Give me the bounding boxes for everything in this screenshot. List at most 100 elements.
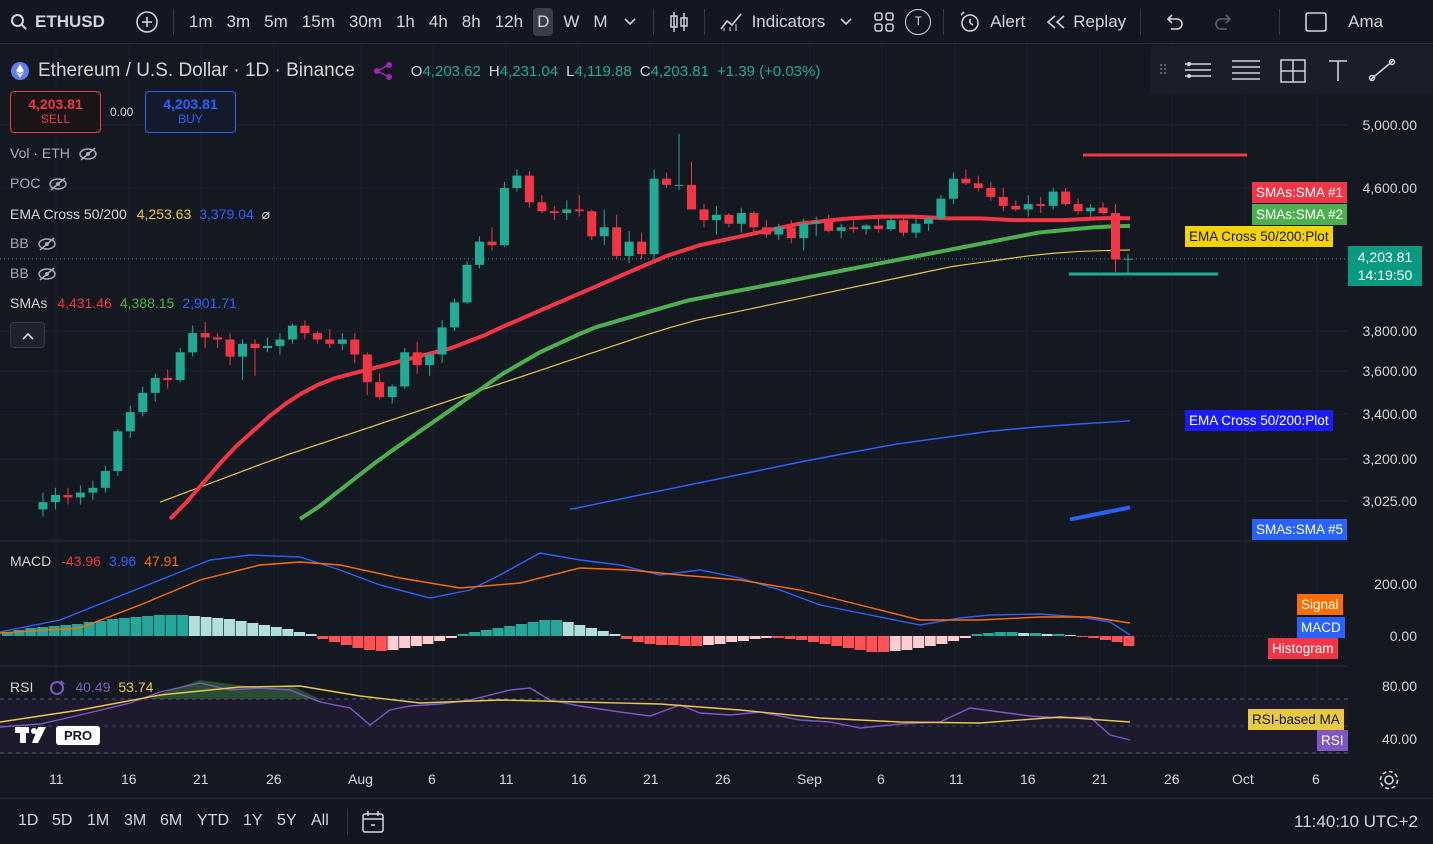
- range-5Y[interactable]: 5Y: [277, 812, 297, 829]
- price-label: 3,200.00: [1362, 451, 1418, 467]
- legend-poc[interactable]: POC: [10, 175, 68, 192]
- timeframe-8h[interactable]: 8h: [461, 11, 481, 31]
- rsi-pane: [0, 680, 1348, 754]
- range-3M[interactable]: 3M: [124, 812, 147, 829]
- timeframe-W[interactable]: W: [563, 11, 580, 31]
- templates-button[interactable]: T: [901, 0, 935, 44]
- rsi-line: [0, 682, 1131, 741]
- candle-body: [1011, 205, 1021, 210]
- candle-body: [637, 241, 647, 255]
- brush-tool-icon[interactable]: [1365, 56, 1399, 84]
- share-icon[interactable]: [373, 61, 395, 81]
- range-5D[interactable]: 5D: [52, 812, 73, 829]
- text-tool-icon[interactable]: [1325, 56, 1351, 84]
- macd-histogram-bar: [480, 630, 492, 636]
- time-label: 16: [1020, 771, 1036, 787]
- macd-histogram-bar: [1123, 636, 1135, 646]
- timeframe-12h[interactable]: 12h: [494, 11, 524, 31]
- range-1D[interactable]: 1D: [18, 812, 39, 829]
- candle-body: [861, 225, 871, 230]
- candle-body: [1061, 191, 1071, 205]
- macd-histogram-bar: [1006, 632, 1018, 636]
- range-6M[interactable]: 6M: [160, 812, 183, 829]
- user-menu-label[interactable]: Ama: [1348, 11, 1384, 31]
- sell-price: 4,203.81: [28, 96, 83, 112]
- timeframe-5m[interactable]: 5m: [264, 11, 288, 31]
- timeframe-3m[interactable]: 3m: [226, 11, 251, 31]
- legend-bb1[interactable]: BB: [10, 235, 57, 252]
- rsi-axis-label: 80.00: [1381, 678, 1417, 694]
- redo-icon[interactable]: [1213, 13, 1235, 31]
- trend-lines-icon[interactable]: [1181, 56, 1215, 84]
- chart-canvas[interactable]: [0, 44, 1348, 797]
- timeframe-1h[interactable]: 1h: [395, 11, 415, 31]
- macd-histogram-bar: [539, 620, 551, 636]
- settings-gear-icon[interactable]: [1378, 769, 1400, 791]
- sell-button[interactable]: 4,203.81 SELL: [10, 91, 101, 133]
- time-label: 11: [49, 771, 64, 787]
- range-1M[interactable]: 1M: [87, 812, 110, 829]
- macd-histogram-bar: [1099, 636, 1111, 640]
- rsi-ma-line: [0, 685, 1131, 724]
- alert-button[interactable]: Alert: [952, 0, 1031, 44]
- legend-macd[interactable]: MACD -43.96 3.96 47.91: [10, 553, 179, 569]
- timeframe-15m[interactable]: 15m: [301, 11, 335, 31]
- timeframe-M[interactable]: M: [593, 11, 608, 31]
- legend-ema-cross[interactable]: EMA Cross 50/200 4,253.63 3,379.04 ⌀: [10, 206, 270, 223]
- tag-sma1: SMAs:SMA #1: [1252, 182, 1348, 203]
- eye-hidden-icon[interactable]: [37, 236, 57, 252]
- chart-type-button[interactable]: [662, 0, 696, 44]
- candle-body: [512, 175, 522, 188]
- legend-rsi[interactable]: RSI 40.49 53.74: [10, 679, 153, 697]
- macd-histogram-bar: [702, 636, 714, 645]
- calendar-goto-icon[interactable]: [361, 810, 387, 834]
- replay-button[interactable]: Replay: [1039, 0, 1132, 44]
- candle-body: [824, 221, 834, 231]
- pattern-tool-icon[interactable]: [1277, 56, 1311, 84]
- legend-smas[interactable]: SMAs 4,431.46 4,388.15 2,901.71: [10, 295, 237, 311]
- undo-icon[interactable]: [1163, 13, 1185, 31]
- timeframe-1m[interactable]: 1m: [188, 11, 213, 31]
- macd-histogram-bar: [142, 616, 154, 636]
- fib-retracement-icon[interactable]: [1229, 56, 1263, 84]
- candle-body: [936, 198, 946, 219]
- indicators-button[interactable]: Indicators: [713, 0, 832, 44]
- legend-volume[interactable]: Vol · ETH: [10, 145, 98, 162]
- candle-body: [412, 352, 422, 366]
- fullscreen-icon[interactable]: [1304, 11, 1328, 33]
- macd-histogram-bar: [2, 632, 13, 636]
- timeframe-30m[interactable]: 30m: [348, 11, 382, 31]
- timeframe-D[interactable]: D: [533, 7, 554, 36]
- bb1-label: BB: [10, 235, 29, 251]
- price-axis[interactable]: 5,000.00 4,600.00 3,800.00 3,600.00 3,400.00…: [1348, 44, 1433, 797]
- symbol-search[interactable]: ETHUSD: [0, 0, 111, 44]
- range-YTD[interactable]: YTD: [197, 812, 229, 829]
- range-All[interactable]: All: [311, 812, 329, 829]
- time-label: 6: [428, 771, 436, 787]
- chevron-down-icon[interactable]: [839, 17, 853, 27]
- drag-handle-icon[interactable]: ⠿: [1158, 61, 1168, 78]
- macd-histogram-bar: [282, 629, 294, 636]
- timeframe-4h[interactable]: 4h: [428, 11, 448, 31]
- eye-hidden-icon[interactable]: [78, 146, 98, 162]
- compare-button[interactable]: [129, 0, 165, 44]
- macd-histogram-bar: [25, 628, 37, 636]
- candle-body: [113, 431, 123, 471]
- collapse-legend-button[interactable]: [10, 322, 45, 348]
- range-1Y[interactable]: 1Y: [243, 812, 263, 829]
- layouts-button[interactable]: [867, 0, 901, 44]
- candle-body: [400, 352, 410, 387]
- clock[interactable]: 11:40:10 UTC+2: [1294, 812, 1418, 831]
- macd-histogram-bar: [1088, 636, 1100, 638]
- eye-hidden-icon[interactable]: [48, 176, 68, 192]
- buy-button[interactable]: 4,203.81 BUY: [145, 91, 236, 133]
- candle-body: [599, 227, 609, 237]
- chevron-down-icon[interactable]: [623, 17, 637, 27]
- eye-hidden-icon[interactable]: [37, 266, 57, 282]
- candle-body: [923, 218, 933, 224]
- macd-histogram-bar: [165, 615, 177, 636]
- chart-title[interactable]: Ethereum / U.S. Dollar · 1D · Binance: [38, 60, 355, 81]
- ohlc-c-label: C: [639, 62, 651, 80]
- legend-bb2[interactable]: BB: [10, 265, 57, 282]
